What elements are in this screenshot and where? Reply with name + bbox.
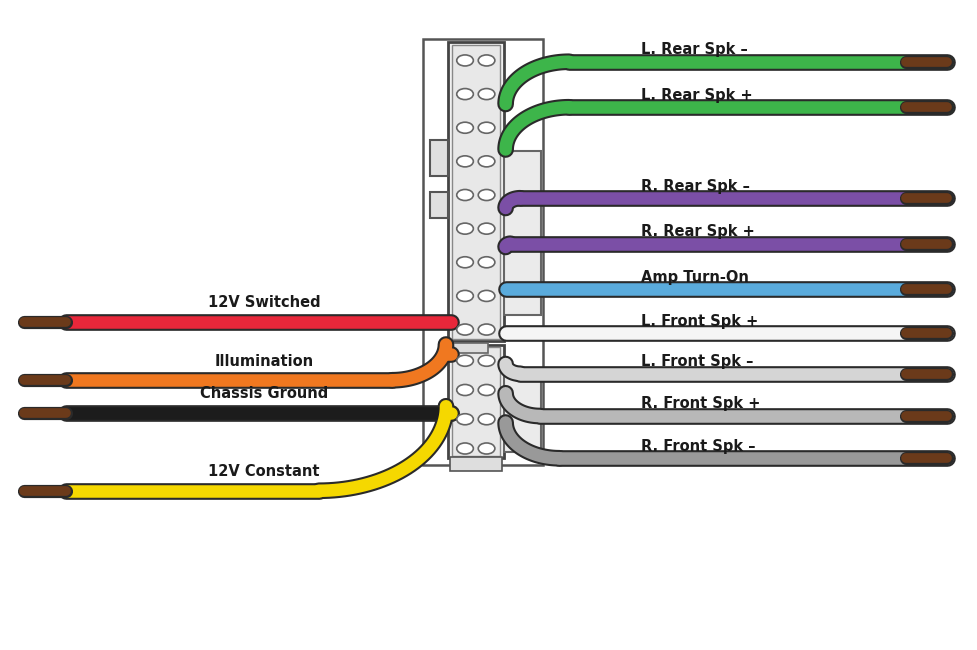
- Bar: [447, 42, 503, 341]
- Text: 12V Switched: 12V Switched: [207, 295, 320, 310]
- Circle shape: [456, 55, 473, 66]
- Text: R. Rear Spk +: R. Rear Spk +: [640, 224, 753, 239]
- Bar: [430, 140, 447, 176]
- Circle shape: [478, 257, 494, 268]
- Bar: [423, 39, 542, 465]
- Circle shape: [456, 356, 473, 367]
- Circle shape: [456, 443, 473, 454]
- Circle shape: [456, 257, 473, 268]
- Circle shape: [456, 223, 473, 234]
- Text: R. Front Spk –: R. Front Spk –: [640, 439, 754, 454]
- Bar: [449, 457, 501, 471]
- Circle shape: [456, 122, 473, 133]
- Circle shape: [478, 156, 494, 167]
- Circle shape: [478, 414, 494, 425]
- Bar: [447, 344, 503, 458]
- Circle shape: [478, 356, 494, 367]
- Circle shape: [478, 443, 494, 454]
- Circle shape: [456, 414, 473, 425]
- Circle shape: [478, 55, 494, 66]
- Text: Amp Turn-On: Amp Turn-On: [640, 270, 747, 285]
- Text: R. Front Spk +: R. Front Spk +: [640, 396, 759, 411]
- Circle shape: [456, 291, 473, 302]
- Text: 12V Constant: 12V Constant: [208, 464, 319, 479]
- Circle shape: [478, 385, 494, 395]
- Bar: [503, 151, 540, 315]
- Circle shape: [456, 324, 473, 335]
- Circle shape: [478, 223, 494, 234]
- Bar: [503, 372, 540, 452]
- Circle shape: [478, 291, 494, 302]
- Circle shape: [456, 190, 473, 201]
- Text: R. Rear Spk –: R. Rear Spk –: [640, 179, 748, 194]
- Circle shape: [456, 88, 473, 99]
- Circle shape: [478, 122, 494, 133]
- Bar: [451, 45, 499, 339]
- Bar: [451, 347, 499, 456]
- Bar: [430, 192, 447, 218]
- Circle shape: [478, 88, 494, 99]
- Text: Chassis Ground: Chassis Ground: [199, 386, 328, 401]
- Circle shape: [456, 385, 473, 395]
- Circle shape: [478, 324, 494, 335]
- Text: L. Front Spk –: L. Front Spk –: [640, 354, 752, 369]
- Bar: [451, 343, 488, 353]
- Text: Illumination: Illumination: [214, 354, 314, 369]
- Text: L. Rear Spk –: L. Rear Spk –: [640, 42, 746, 57]
- Circle shape: [478, 190, 494, 201]
- Text: L. Front Spk +: L. Front Spk +: [640, 314, 757, 329]
- Text: L. Rear Spk +: L. Rear Spk +: [640, 88, 751, 103]
- Circle shape: [456, 156, 473, 167]
